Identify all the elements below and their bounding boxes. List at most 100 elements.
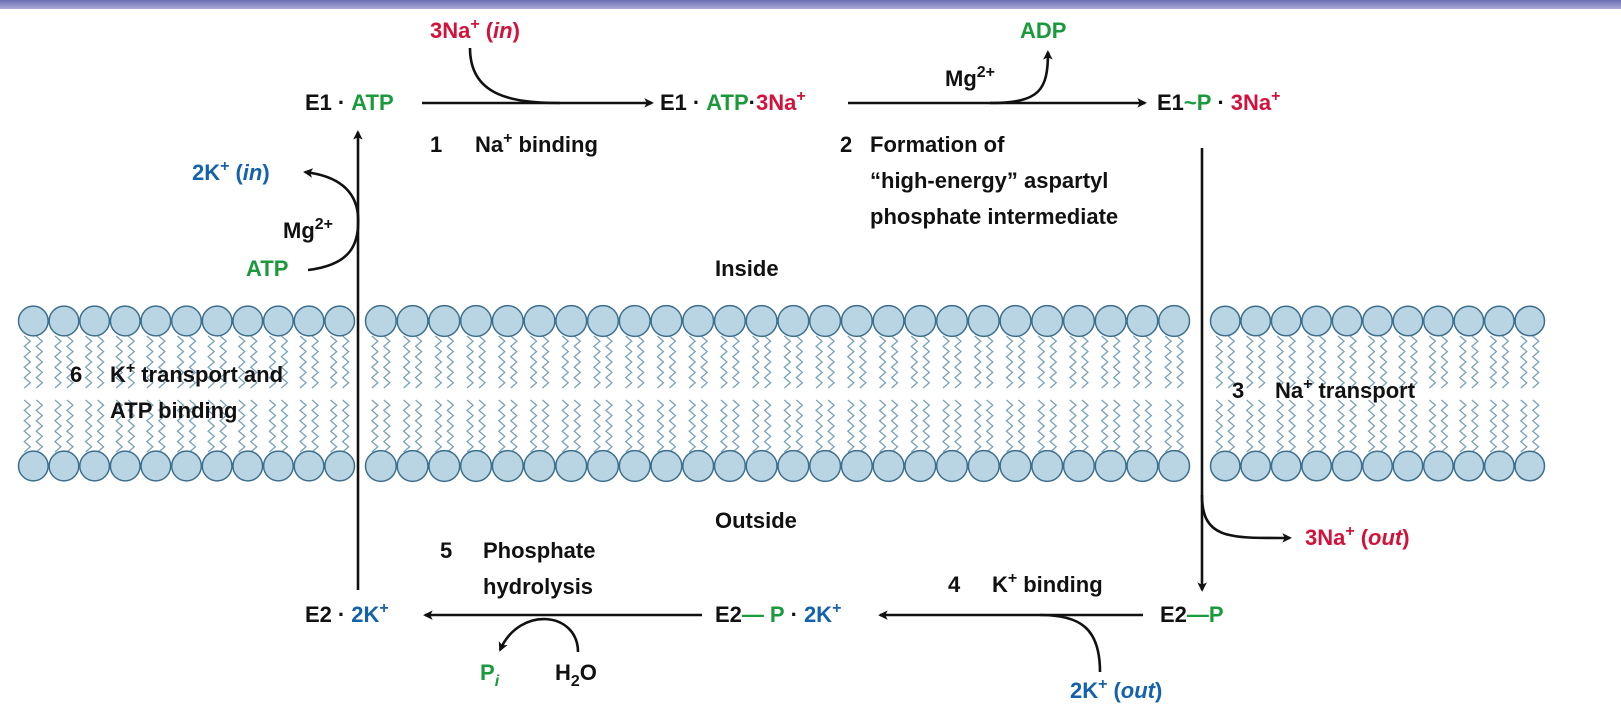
text-part: · (693, 90, 700, 115)
step-label: ATP binding (110, 398, 238, 423)
lipid-head (872, 449, 905, 483)
text-part: + (796, 88, 805, 105)
lipid-tail (115, 399, 124, 453)
lipid-tail (604, 399, 613, 453)
lipid-head (1362, 450, 1393, 482)
lipid-head (1062, 304, 1096, 338)
arrow (303, 168, 360, 272)
lipid-tail (763, 335, 772, 389)
text-part: E2 (715, 602, 742, 627)
lipid-tail (188, 399, 197, 453)
text-part: phosphate intermediate (870, 204, 1118, 229)
lipid-tail (1049, 399, 1058, 453)
lipid-tail (1531, 399, 1540, 453)
lipid-tail (268, 335, 277, 389)
lipid-head (140, 305, 172, 337)
lipid-head (650, 449, 683, 483)
lipid-tail (783, 399, 792, 453)
lipid-head (555, 304, 588, 338)
lipid-tail (858, 335, 867, 389)
lipid-tail (985, 399, 994, 453)
lipid-tail (624, 399, 633, 453)
text-part: ADP (1020, 18, 1066, 43)
text-part: binding (518, 132, 597, 157)
text-part: 2+ (977, 64, 995, 81)
lipid-tail (731, 399, 740, 453)
lipid-tail (219, 335, 228, 389)
lipid-head (840, 304, 873, 338)
lipid-tail (922, 399, 931, 453)
lipid-head (745, 304, 778, 338)
lipid-tail (573, 399, 582, 453)
label: Inside (715, 256, 779, 281)
lipid-head (17, 305, 49, 337)
lipid-tail (954, 335, 963, 389)
lipid-tail (1288, 335, 1297, 389)
lipid-tail (719, 335, 728, 389)
lipid-tail (1397, 335, 1406, 389)
lipid-tail (35, 335, 44, 389)
lipid-tail (176, 399, 185, 453)
lipid-head (1301, 305, 1333, 337)
lipid-tail (1367, 399, 1376, 453)
lipid-head (1062, 449, 1096, 483)
lipid-head (999, 304, 1032, 338)
top-bar (0, 0, 1621, 9)
text-part: ) (513, 18, 520, 43)
lipid-tail (1176, 335, 1185, 389)
text-part: K (992, 572, 1008, 597)
lipid-head (618, 304, 651, 338)
lipid-tail (497, 399, 506, 453)
lipid-head (523, 304, 556, 338)
lipid-tail (985, 335, 994, 389)
lipid-head (713, 449, 747, 483)
label: 3Na+ (in) (430, 16, 520, 43)
lipid-head (324, 305, 356, 337)
lipid-head (1514, 450, 1546, 482)
text-part: Outside (715, 508, 797, 533)
lipid-tail (1005, 335, 1014, 389)
lipid-head (293, 305, 325, 337)
lipid-tail (1005, 399, 1014, 453)
step-number: 3 (1232, 378, 1244, 403)
lipid-head (999, 449, 1032, 483)
lipid-tail (1349, 335, 1358, 389)
lipid-tail (280, 335, 289, 389)
lipid-head (1392, 450, 1424, 482)
lipid-tail (1470, 399, 1479, 453)
step-label: hydrolysis (483, 574, 593, 599)
text-part: Na (1275, 378, 1304, 403)
lipid-tail (219, 399, 228, 453)
lipid-head (1031, 449, 1064, 483)
lipid-head (1094, 449, 1127, 483)
text-part: P (770, 602, 785, 627)
lipid-tail (176, 335, 185, 389)
lipid-tail (299, 399, 308, 453)
lipid-tail (1164, 399, 1173, 453)
lipid-head (364, 449, 397, 483)
label: 3Na+ (out) (1305, 523, 1410, 550)
lipid-head (17, 450, 49, 482)
lipid-head (745, 449, 778, 483)
step-number: 5 (440, 538, 452, 563)
lipid-tail (1017, 399, 1026, 453)
text-part: 3Na (756, 90, 797, 115)
lipid-tail (509, 335, 518, 389)
lipid-head (586, 449, 620, 483)
lipid-head (201, 305, 233, 337)
lipid-head (1331, 305, 1363, 337)
lipid-tail (1501, 399, 1510, 453)
lipid-tail (35, 399, 44, 453)
lipid-tail (1215, 335, 1224, 389)
label: E1~P · 3Na+ (1157, 88, 1281, 115)
lipid-tail (145, 399, 154, 453)
lipid-head (1094, 304, 1127, 338)
lipid-head (1270, 450, 1302, 482)
label: ATP (246, 256, 288, 281)
lipid-tail (237, 399, 246, 453)
text-part: ) (1155, 678, 1162, 703)
label: E2—P (1160, 602, 1224, 627)
lipid-head (48, 305, 80, 337)
text-part: binding (1023, 572, 1102, 597)
label: 2K+ (in) (192, 158, 270, 185)
